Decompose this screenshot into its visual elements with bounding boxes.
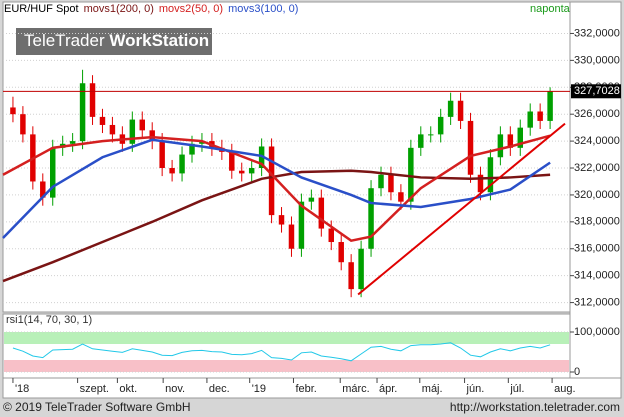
y-tick-label: 314,0000 bbox=[574, 270, 620, 282]
x-tick-label: ápr. bbox=[379, 383, 397, 395]
y-tick-label: 0 bbox=[574, 366, 580, 378]
last-value-box bbox=[571, 84, 621, 99]
x-tick-label: nov. bbox=[165, 383, 185, 395]
candle-body bbox=[308, 197, 315, 202]
candle-body bbox=[239, 170, 245, 174]
chart-title: EUR/HUF Spot bbox=[4, 3, 79, 15]
x-tick-label: febr. bbox=[295, 383, 316, 395]
footer-left: © 2019 TeleTrader Software GmbH bbox=[3, 400, 191, 414]
candle-body bbox=[89, 83, 96, 117]
moving-average bbox=[2, 138, 551, 239]
frequency: naponta bbox=[530, 3, 571, 15]
candle-body bbox=[437, 116, 444, 135]
x-tick-label: júl. bbox=[509, 383, 524, 395]
y-tick-label: 316,0000 bbox=[574, 243, 620, 255]
y-tick-label: 100,0000 bbox=[574, 326, 620, 338]
rsi-line bbox=[12, 342, 551, 362]
candle-body bbox=[408, 147, 414, 202]
candle-body bbox=[527, 111, 533, 128]
trendline bbox=[357, 122, 566, 296]
candle-body bbox=[457, 100, 464, 121]
candle-body bbox=[20, 114, 26, 135]
watermark-word: TeleTrader bbox=[24, 31, 105, 50]
candle-body bbox=[179, 154, 185, 174]
y-tick-label: 320,0000 bbox=[574, 189, 620, 201]
candle-body bbox=[388, 174, 394, 193]
moving-average bbox=[2, 134, 551, 243]
moving-average bbox=[2, 169, 551, 283]
candle-body bbox=[358, 248, 364, 290]
legend-entry: movs1(200, 0) bbox=[84, 3, 154, 15]
candle-body bbox=[169, 168, 175, 174]
x-tick-label: dec. bbox=[209, 383, 230, 395]
candle-body bbox=[338, 242, 344, 263]
y-tick-label: 332,0000 bbox=[574, 27, 620, 39]
candle-body bbox=[40, 181, 46, 198]
y-tick-label: 322,0000 bbox=[574, 162, 620, 174]
candle-body bbox=[288, 224, 295, 249]
candle-body bbox=[398, 192, 404, 202]
candle-body bbox=[318, 197, 325, 229]
rsi-band bbox=[4, 360, 569, 372]
candle-body bbox=[50, 147, 56, 198]
candle-body bbox=[248, 168, 255, 174]
x-tick-label: márc. bbox=[342, 383, 370, 395]
candle-body bbox=[229, 151, 235, 171]
watermark: TeleTrader WorkStation bbox=[16, 28, 212, 55]
candle-body bbox=[139, 119, 145, 131]
candle-body bbox=[418, 134, 424, 148]
candle-body bbox=[507, 134, 514, 148]
candle-body bbox=[328, 228, 334, 243]
y-tick-label: 318,0000 bbox=[574, 216, 620, 228]
rsi-title: rsi1(14, 70, 30, 1) bbox=[6, 314, 92, 326]
y-tick-label: 324,0000 bbox=[574, 135, 620, 147]
candle-body bbox=[537, 111, 543, 121]
candle-body bbox=[368, 188, 374, 249]
candle-body bbox=[268, 146, 275, 216]
x-axis bbox=[2, 377, 622, 399]
watermark-word: WorkStation bbox=[109, 31, 209, 50]
candle-body bbox=[348, 262, 354, 290]
y-tick-label: 326,0000 bbox=[574, 108, 620, 120]
candle-body bbox=[129, 119, 136, 144]
candle-body bbox=[109, 124, 116, 135]
candle-body bbox=[497, 134, 504, 158]
last-value-label: 327,7028 bbox=[574, 85, 620, 97]
y-tick-label: 330,0000 bbox=[574, 54, 620, 66]
x-tick-label: jún. bbox=[466, 383, 485, 395]
candle-body bbox=[547, 91, 553, 121]
watermark-box bbox=[16, 28, 212, 55]
candle-body bbox=[298, 201, 305, 249]
rsi-band bbox=[4, 332, 569, 344]
candle-body bbox=[199, 141, 205, 144]
x-tick-label: aug. bbox=[554, 383, 575, 395]
footer-right: http://workstation.teletrader.com bbox=[450, 400, 620, 414]
x-tick-label: máj. bbox=[422, 383, 443, 395]
candle-body bbox=[428, 134, 434, 136]
x-tick-label: okt. bbox=[119, 383, 137, 395]
candle-body bbox=[189, 143, 195, 155]
candle-body bbox=[149, 130, 155, 142]
watermark-text: TeleTrader WorkStation bbox=[24, 31, 209, 50]
candle-body bbox=[99, 116, 106, 125]
candle-body bbox=[447, 100, 454, 117]
x-tick-label: szept. bbox=[80, 383, 109, 395]
candle-body bbox=[517, 127, 523, 148]
candle-body bbox=[10, 107, 16, 115]
candle-body bbox=[487, 157, 494, 193]
candle-body bbox=[69, 141, 76, 144]
x-tick-label: '18 bbox=[15, 383, 29, 395]
legend-entry: movs3(100, 0) bbox=[228, 3, 298, 15]
candle-body bbox=[477, 174, 484, 193]
legend-entry: movs2(50, 0) bbox=[159, 3, 223, 15]
candle-body bbox=[159, 141, 165, 169]
x-tick-label: '19 bbox=[252, 383, 266, 395]
candle-body bbox=[278, 215, 285, 225]
candle-body bbox=[378, 174, 384, 189]
candle-body bbox=[467, 120, 474, 175]
right-axis bbox=[569, 1, 622, 379]
candle-body bbox=[79, 83, 86, 142]
y-tick-label: 312,0000 bbox=[574, 296, 620, 308]
